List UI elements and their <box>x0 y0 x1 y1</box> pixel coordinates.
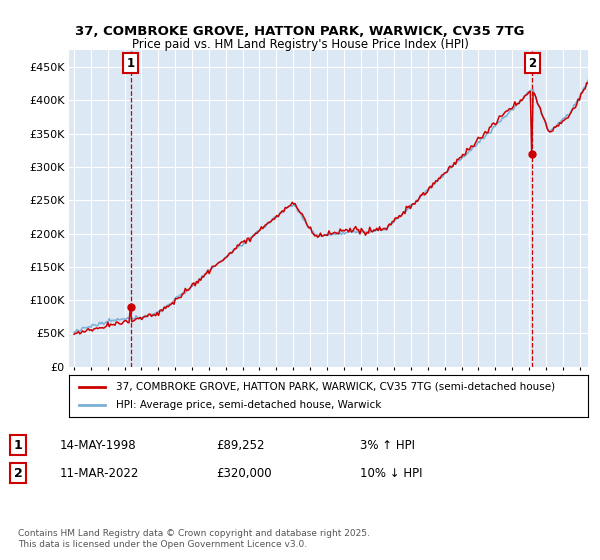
Text: £320,000: £320,000 <box>216 466 272 480</box>
Text: Price paid vs. HM Land Registry's House Price Index (HPI): Price paid vs. HM Land Registry's House … <box>131 38 469 51</box>
Text: 1: 1 <box>127 57 135 69</box>
Text: 11-MAR-2022: 11-MAR-2022 <box>60 466 139 480</box>
Text: 37, COMBROKE GROVE, HATTON PARK, WARWICK, CV35 7TG (semi-detached house): 37, COMBROKE GROVE, HATTON PARK, WARWICK… <box>116 382 555 392</box>
Text: 10% ↓ HPI: 10% ↓ HPI <box>360 466 422 480</box>
Text: 14-MAY-1998: 14-MAY-1998 <box>60 438 137 452</box>
Text: 2: 2 <box>14 466 22 480</box>
Text: 37, COMBROKE GROVE, HATTON PARK, WARWICK, CV35 7TG: 37, COMBROKE GROVE, HATTON PARK, WARWICK… <box>75 25 525 38</box>
Text: Contains HM Land Registry data © Crown copyright and database right 2025.
This d: Contains HM Land Registry data © Crown c… <box>18 529 370 549</box>
Text: 3% ↑ HPI: 3% ↑ HPI <box>360 438 415 452</box>
Text: 1: 1 <box>14 438 22 452</box>
Text: £89,252: £89,252 <box>216 438 265 452</box>
Text: 2: 2 <box>528 57 536 69</box>
Text: HPI: Average price, semi-detached house, Warwick: HPI: Average price, semi-detached house,… <box>116 400 381 410</box>
